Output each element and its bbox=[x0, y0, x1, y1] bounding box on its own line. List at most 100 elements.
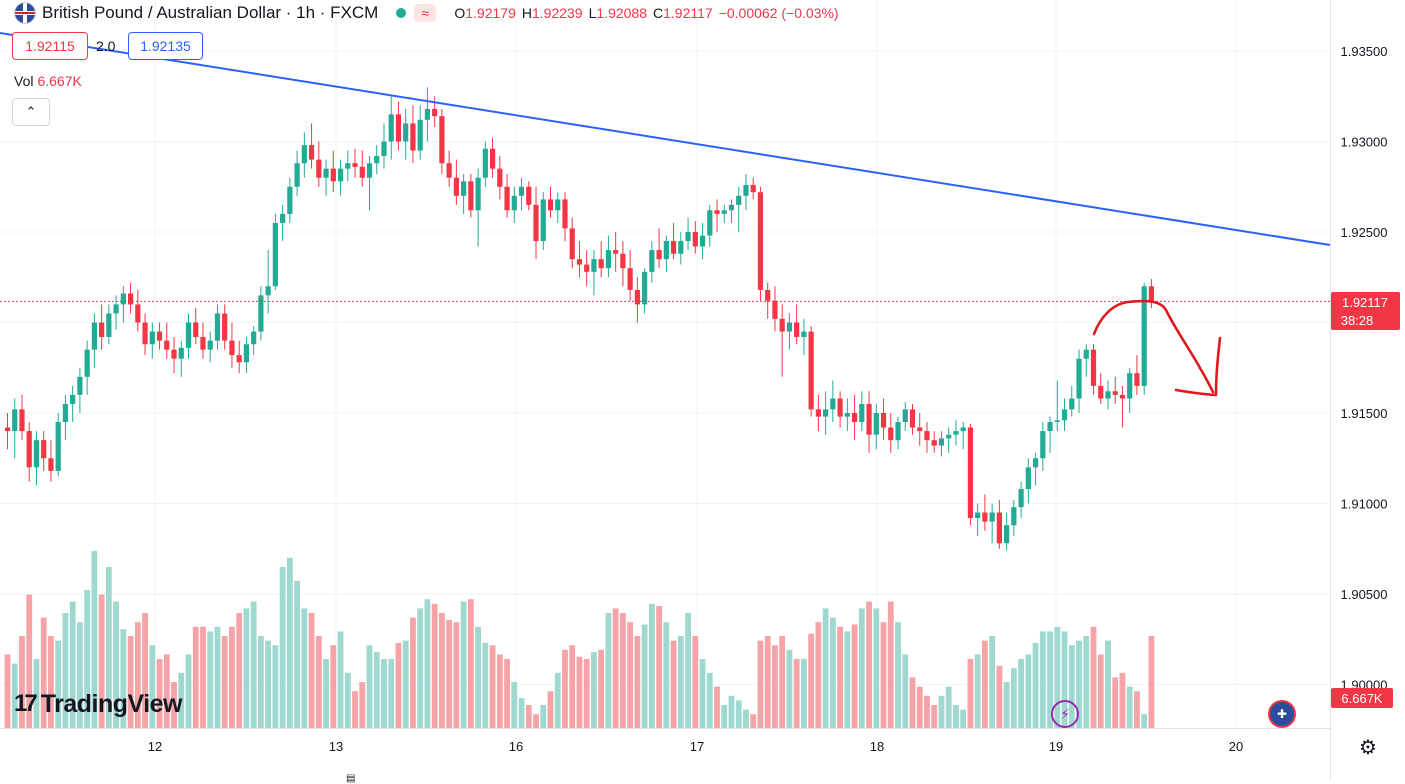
candle bbox=[504, 174, 510, 218]
candle bbox=[149, 322, 155, 359]
volume-bar bbox=[482, 642, 489, 728]
volume-bar bbox=[410, 617, 416, 728]
candle bbox=[19, 394, 25, 441]
volume-bar bbox=[648, 603, 655, 728]
collapse-button[interactable]: ⌃ bbox=[12, 98, 50, 126]
volume-bar bbox=[395, 642, 402, 728]
candle bbox=[692, 221, 698, 254]
volume-bar bbox=[598, 649, 605, 728]
candle bbox=[1098, 373, 1104, 404]
candle bbox=[243, 336, 250, 374]
volume-bar bbox=[4, 654, 11, 728]
volume-bar bbox=[735, 700, 742, 728]
candle bbox=[533, 186, 539, 260]
buy-button[interactable]: 1.92135 bbox=[128, 32, 203, 60]
candle bbox=[627, 250, 633, 301]
candle bbox=[461, 174, 467, 214]
volume-bar bbox=[692, 636, 699, 728]
volume-bar bbox=[127, 636, 134, 728]
volume-bar bbox=[1119, 672, 1126, 728]
trendline[interactable] bbox=[0, 32, 1331, 246]
current-price-value: 1.92117 bbox=[1342, 295, 1388, 310]
volume-bar bbox=[214, 626, 221, 728]
volume-bar bbox=[359, 682, 366, 728]
volume-bar bbox=[960, 709, 967, 728]
volume-bar bbox=[525, 705, 532, 728]
candle bbox=[584, 250, 590, 287]
price-axis[interactable]: 1.935001.930001.925001.920001.915001.910… bbox=[1341, 44, 1388, 693]
volume-bar bbox=[105, 567, 112, 728]
candle bbox=[967, 423, 974, 526]
tradingview-logo[interactable]: 17 TradingView bbox=[14, 690, 183, 718]
volume-bar bbox=[243, 608, 250, 728]
volume-bars bbox=[4, 550, 1155, 728]
time-tick-label: 19 bbox=[1049, 739, 1063, 754]
candle bbox=[113, 295, 119, 330]
candle bbox=[272, 213, 278, 290]
change-value: −0.00062 (−0.03%) bbox=[718, 5, 839, 21]
volume-bar bbox=[19, 636, 25, 728]
volume-bar bbox=[685, 613, 691, 728]
volume-bar bbox=[40, 617, 47, 728]
candle bbox=[678, 232, 684, 265]
volume-bar bbox=[113, 601, 119, 728]
candle bbox=[960, 422, 966, 450]
volume-bar bbox=[916, 686, 923, 728]
candle bbox=[540, 192, 546, 251]
volume-bar bbox=[156, 659, 163, 728]
candle bbox=[287, 177, 293, 223]
volume-bar bbox=[591, 652, 597, 728]
volume-bar bbox=[272, 645, 279, 728]
volume-bar bbox=[518, 698, 525, 728]
candle bbox=[62, 394, 69, 441]
volume-bar bbox=[583, 659, 590, 728]
candle bbox=[1011, 499, 1017, 537]
volume-bar bbox=[431, 603, 438, 728]
price-tick-label: 1.91000 bbox=[1341, 497, 1388, 512]
time-tick-label: 16 bbox=[509, 739, 523, 754]
volume-bar bbox=[11, 663, 18, 728]
candle bbox=[772, 286, 778, 332]
candle bbox=[316, 141, 322, 187]
candle bbox=[830, 380, 836, 423]
gbp-aud-flag-icon bbox=[14, 2, 36, 24]
candle bbox=[562, 192, 568, 242]
volume-bar bbox=[1083, 636, 1090, 728]
candle bbox=[1090, 344, 1097, 395]
candle bbox=[837, 391, 843, 428]
candle bbox=[859, 391, 865, 432]
volume-bar bbox=[663, 622, 670, 728]
candle bbox=[880, 398, 887, 441]
candle bbox=[518, 177, 525, 211]
candle bbox=[1032, 452, 1039, 486]
volume-bar bbox=[721, 705, 728, 728]
price-tick-label: 1.90500 bbox=[1341, 587, 1388, 602]
candle bbox=[229, 322, 235, 368]
gear-icon[interactable]: ⚙ bbox=[1359, 736, 1377, 759]
scroll-handle-icon[interactable]: ▤ bbox=[346, 773, 356, 784]
candle bbox=[670, 222, 677, 260]
candle bbox=[388, 96, 394, 160]
candle bbox=[642, 268, 648, 314]
volume-bar bbox=[996, 665, 1003, 728]
candle bbox=[1040, 422, 1046, 471]
candle bbox=[953, 420, 959, 446]
current-price-label: 1.92117 38:28 bbox=[1331, 292, 1400, 330]
lightning-icon[interactable]: ⚡︎ bbox=[1051, 700, 1079, 728]
volume-bar bbox=[1047, 631, 1053, 728]
candle bbox=[888, 413, 894, 453]
candle bbox=[685, 217, 691, 251]
candle bbox=[482, 141, 488, 187]
symbol-title[interactable]: British Pound / Australian Dollar · 1h ·… bbox=[42, 3, 379, 22]
volume-bar bbox=[779, 636, 786, 728]
volume-bar bbox=[822, 608, 829, 728]
market-open-icon[interactable] bbox=[396, 8, 407, 18]
sell-button[interactable]: 1.92115 bbox=[12, 32, 88, 60]
candle bbox=[656, 228, 662, 269]
uk-flag-icon[interactable]: ✚ bbox=[1268, 700, 1296, 728]
data-wave-icon[interactable]: ≈ bbox=[414, 4, 437, 22]
candle bbox=[308, 123, 315, 169]
time-axis[interactable]: 12 13 16 17 18 19 20 bbox=[148, 739, 1243, 754]
volume-bar bbox=[858, 608, 865, 728]
